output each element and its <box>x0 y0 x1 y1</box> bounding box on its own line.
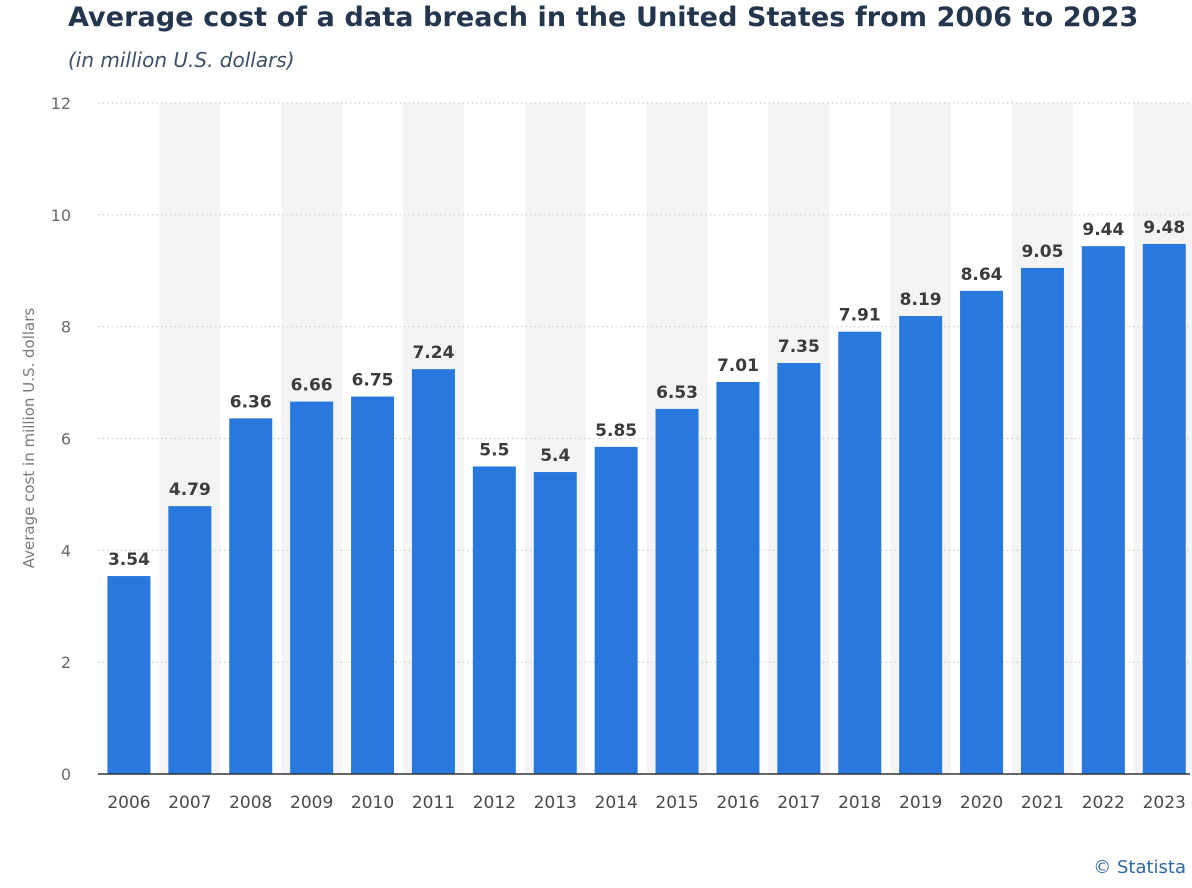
bar[interactable] <box>290 401 334 774</box>
bar[interactable] <box>472 466 516 774</box>
data-label: 9.44 <box>1082 220 1124 240</box>
data-label: 5.85 <box>595 421 637 441</box>
y-tick-label: 6 <box>61 430 71 449</box>
data-label: 8.19 <box>900 290 942 310</box>
bar[interactable] <box>594 446 638 774</box>
y-tick-label: 12 <box>51 94 71 113</box>
data-label: 6.53 <box>656 383 698 403</box>
bar[interactable] <box>107 576 151 774</box>
data-label: 7.01 <box>717 356 759 376</box>
data-label: 8.64 <box>961 265 1003 285</box>
data-label: 7.91 <box>839 306 881 326</box>
data-label: 3.54 <box>108 550 150 570</box>
bar[interactable] <box>899 316 943 774</box>
x-tick-label: 2020 <box>960 793 1003 813</box>
x-tick-label: 2014 <box>595 793 638 813</box>
data-label: 9.48 <box>1143 218 1185 238</box>
y-tick-label: 10 <box>51 206 71 225</box>
x-tick-label: 2021 <box>1021 793 1064 813</box>
x-tick-label: 2006 <box>107 793 150 813</box>
x-tick-label: 2008 <box>229 793 272 813</box>
data-label: 7.24 <box>412 343 454 363</box>
y-axis-title: Average cost in million U.S. dollars <box>20 308 38 569</box>
x-tick-label: 2023 <box>1143 793 1186 813</box>
x-tick-label: 2007 <box>168 793 211 813</box>
data-label: 6.75 <box>352 371 394 391</box>
data-label: 5.5 <box>479 440 509 460</box>
x-tick-label: 2009 <box>290 793 333 813</box>
x-tick-label: 2018 <box>838 793 881 813</box>
bar[interactable] <box>411 369 455 774</box>
bar[interactable] <box>229 418 273 774</box>
data-label: 7.35 <box>778 337 820 357</box>
x-tick-label: 2013 <box>534 793 577 813</box>
bar[interactable] <box>716 382 760 774</box>
data-label: 5.4 <box>540 446 570 466</box>
y-tick-label: 0 <box>61 765 71 784</box>
chart-title: Average cost of a data breach in the Uni… <box>68 2 1139 33</box>
data-label: 6.36 <box>230 392 272 412</box>
x-tick-label: 2017 <box>777 793 820 813</box>
data-label: 6.66 <box>291 376 333 396</box>
bar[interactable] <box>168 506 212 774</box>
source-credit[interactable]: © Statista <box>1093 857 1186 878</box>
x-tick-label: 2019 <box>899 793 942 813</box>
bar[interactable] <box>1020 267 1064 774</box>
bar[interactable] <box>533 472 577 774</box>
bar[interactable] <box>1081 246 1125 774</box>
x-tick-label: 2016 <box>716 793 759 813</box>
bar[interactable] <box>777 363 821 774</box>
bar[interactable] <box>655 408 699 774</box>
bar[interactable] <box>960 290 1004 774</box>
x-tick-label: 2012 <box>473 793 516 813</box>
x-tick-label: 2015 <box>655 793 698 813</box>
data-label: 4.79 <box>169 480 211 500</box>
bar[interactable] <box>1142 243 1186 774</box>
data-label: 9.05 <box>1021 242 1063 262</box>
bar[interactable] <box>838 331 882 774</box>
chart-subtitle: (in million U.S. dollars) <box>68 48 295 72</box>
y-tick-label: 8 <box>61 318 71 337</box>
x-tick-label: 2022 <box>1082 793 1125 813</box>
y-tick-label: 4 <box>61 541 71 560</box>
y-tick-label: 2 <box>61 653 71 672</box>
bar[interactable] <box>351 396 395 774</box>
x-tick-label: 2010 <box>351 793 394 813</box>
x-tick-label: 2011 <box>412 793 455 813</box>
